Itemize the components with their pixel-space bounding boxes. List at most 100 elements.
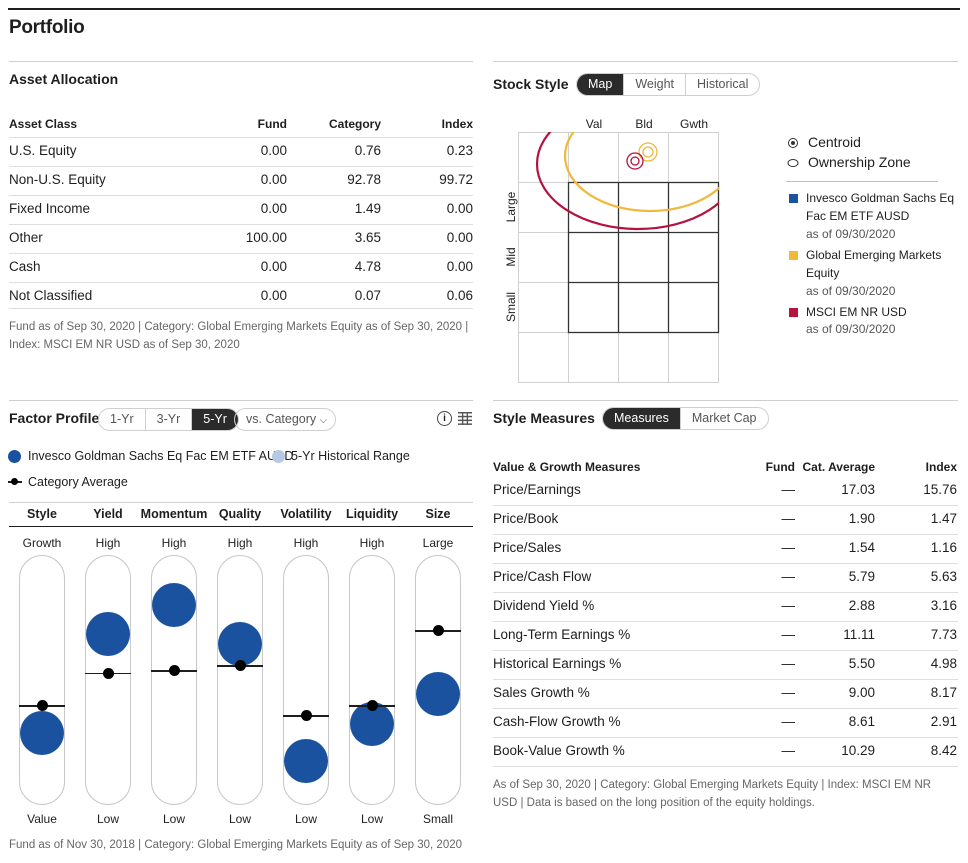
cell-value: 5.50 [848, 656, 875, 671]
compare-label: vs. Category [246, 412, 317, 426]
legend-centroid: Centroid [808, 134, 861, 150]
row-label: Fixed Income [9, 201, 91, 216]
row-divider [9, 282, 473, 283]
cell-value: 99.72 [439, 172, 473, 187]
factor-bottom-label: Low [294, 812, 317, 826]
period-tab-1-yr[interactable]: 1-Yr [99, 409, 146, 430]
factor-name: Momentum [140, 507, 208, 521]
factor-name: Yield [93, 507, 123, 521]
category-average-legend-dot [11, 478, 18, 485]
cell-value: 0.00 [446, 230, 473, 245]
row-label: Other [9, 230, 43, 245]
cell-value: 1.54 [848, 540, 875, 555]
category-centroid [642, 146, 654, 158]
category-average-dot [366, 700, 378, 711]
tab-weight[interactable]: Weight [624, 74, 687, 95]
row-divider [493, 534, 958, 535]
cell-value: 0.00 [260, 172, 287, 187]
legend-series-name: Global Emerging Markets Equity [806, 248, 942, 280]
col-label-blend: Bld [635, 117, 653, 131]
cell-value: 11.11 [843, 627, 875, 642]
factor-header-rule [9, 526, 473, 527]
factor-bottom-label: Value [27, 812, 57, 826]
row-divider [493, 563, 958, 564]
factor-divider [9, 502, 473, 503]
row-divider [493, 708, 958, 709]
category-average-dot [234, 660, 246, 671]
info-icon[interactable]: i [437, 411, 452, 426]
stock-style-title: Stock Style [493, 76, 569, 92]
row-divider [493, 592, 958, 593]
cell-value: 4.98 [930, 656, 957, 671]
row-label: Sales Growth % [493, 685, 590, 700]
legend-fund-name: Invesco Goldman Sachs Eq Fac EM ETF AUSD [28, 449, 294, 463]
table-view-icon[interactable] [458, 412, 472, 425]
compare-dropdown[interactable]: vs. Category ⌵ [234, 408, 337, 431]
section-divider [9, 61, 473, 62]
fund-factor-dot[interactable] [20, 710, 64, 755]
tab-map[interactable]: Map [577, 74, 625, 95]
fund-factor-dot[interactable] [284, 738, 328, 783]
section-divider [493, 61, 958, 62]
cell-value: 15.76 [923, 482, 957, 497]
table-row: Dividend Yield % — 2.88 3.16 [493, 592, 958, 621]
style-measures-note: As of Sep 30, 2020 | Category: Global Em… [493, 779, 932, 809]
chevron-down-icon: ⌵ [319, 415, 328, 426]
legend-markers [787, 138, 799, 167]
table-row: U.S. Equity 0.00 0.76 0.23 [9, 137, 473, 166]
cell-value: — [781, 511, 796, 526]
index-ownership-zone [535, 132, 719, 231]
factor-top-label: High [227, 536, 253, 550]
row-divider [493, 766, 958, 767]
factor-track [85, 555, 131, 805]
fund-factor-dot[interactable] [218, 621, 262, 666]
category-average-dot [102, 667, 114, 679]
cell-value: 0.07 [354, 288, 381, 303]
cell-value: — [781, 482, 796, 497]
factor-bottom-label: Low [228, 812, 251, 826]
index-centroid [630, 156, 640, 166]
cell-value: — [781, 714, 796, 729]
legend-series-date: as of 09/30/2020 [806, 227, 896, 241]
cell-value: — [781, 685, 796, 700]
period-tab-3-yr[interactable]: 3-Yr [146, 409, 193, 430]
factor-top-label: High [161, 536, 187, 550]
period-tab-5-yr[interactable]: 5-Yr [192, 409, 238, 430]
column-header: Index [441, 117, 473, 131]
category-ownership-zone [563, 132, 719, 213]
table-row: Historical Earnings % — 5.50 4.98 [493, 650, 958, 679]
row-divider [493, 679, 958, 680]
factor-bottom-label: Low [360, 812, 383, 826]
fund-factor-dot[interactable] [86, 611, 130, 656]
asset-allocation-title: Asset Allocation [9, 71, 119, 87]
fund-factor-dot[interactable] [416, 672, 460, 717]
category-average-dot [432, 625, 444, 636]
factor-track [415, 555, 461, 805]
cell-value: — [781, 627, 796, 642]
factor-bottom-label: Low [162, 812, 185, 826]
factor-top-label: High [293, 536, 319, 550]
cell-value: 2.91 [930, 714, 957, 729]
cell-value: 0.23 [446, 143, 473, 158]
row-divider [9, 137, 473, 138]
table-row: Price/Earnings — 17.03 15.76 [493, 476, 958, 505]
cell-value: 8.17 [930, 685, 957, 700]
tab-market-cap[interactable]: Market Cap [691, 411, 757, 425]
legend-category-average: Category Average [28, 475, 128, 489]
cell-value: 17.03 [841, 482, 875, 497]
table-header: Value & Growth Measures Fund Cat. Average I… [493, 452, 958, 481]
row-label: U.S. Equity [9, 143, 77, 158]
tab-measures[interactable]: Measures [603, 408, 681, 429]
fund-factor-dot[interactable] [152, 583, 196, 628]
factor-bottom-label: Small [422, 812, 453, 826]
cell-value: 1.90 [848, 511, 875, 526]
cell-value: — [781, 656, 796, 671]
cell-value: — [781, 569, 796, 584]
cell-value: 4.78 [354, 259, 381, 274]
cell-value: 0.06 [446, 288, 473, 303]
range-legend-dot [272, 450, 285, 463]
table-header: Asset Class Fund Category Index [9, 109, 473, 138]
factor-name: Liquidity [345, 507, 399, 521]
fund-legend-dot [8, 450, 21, 463]
tab-historical[interactable]: Historical [697, 77, 749, 91]
